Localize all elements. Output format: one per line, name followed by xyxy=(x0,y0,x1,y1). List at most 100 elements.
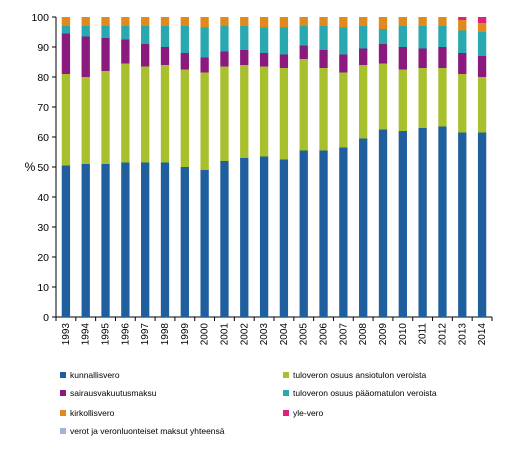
bar-segment xyxy=(61,74,71,166)
bar-segment xyxy=(339,27,348,55)
bar-segment xyxy=(101,71,110,164)
bar-segment xyxy=(61,17,71,26)
x-tick-label: 1998 xyxy=(160,323,171,346)
bar-segment xyxy=(458,132,467,317)
bar-segment xyxy=(398,69,407,131)
bar-segment xyxy=(121,162,130,317)
y-tick-label: 10 xyxy=(37,282,49,294)
bar-segment xyxy=(398,17,407,26)
bar-segment xyxy=(378,17,388,29)
bar-segment xyxy=(339,54,348,73)
x-tick-label: 1995 xyxy=(101,323,112,346)
bar-segment xyxy=(299,150,308,317)
y-tick-label: 0 xyxy=(43,312,49,324)
bar-segment xyxy=(299,59,308,151)
bar-segment xyxy=(299,26,308,46)
bar-segment xyxy=(81,77,90,164)
bar-segment xyxy=(477,56,487,77)
x-tick-label: 2007 xyxy=(338,323,349,346)
bar-segment xyxy=(121,39,130,64)
bar-segment xyxy=(398,26,407,47)
bar-segment xyxy=(101,17,110,26)
x-tick-label: 2012 xyxy=(437,323,448,346)
bar-segment xyxy=(200,17,209,28)
x-tick-label: 2013 xyxy=(457,323,468,346)
x-tick-label: 2001 xyxy=(219,323,230,346)
bar-segment xyxy=(101,38,110,71)
x-tick-label: 2011 xyxy=(418,323,429,345)
bar-segment xyxy=(61,165,71,317)
bar-segment xyxy=(200,27,209,58)
bar-segment xyxy=(81,26,90,37)
bar-segment xyxy=(418,128,427,317)
bar-segment xyxy=(240,50,249,65)
bar-segment xyxy=(279,27,289,55)
bar-segment xyxy=(438,126,447,317)
bar-segment xyxy=(81,17,90,26)
bar-segment xyxy=(438,17,447,26)
bar-segment xyxy=(418,17,427,26)
bar-segment xyxy=(259,66,269,157)
bar-segment xyxy=(299,45,308,59)
bar-segment xyxy=(279,68,289,160)
bar-segment xyxy=(61,33,71,74)
bar-segment xyxy=(240,158,249,317)
bar-segment xyxy=(200,72,209,170)
y-tick-label: 30 xyxy=(37,222,49,234)
bar-segment xyxy=(339,147,348,317)
bar-segment xyxy=(259,53,269,67)
bar-segment xyxy=(180,26,189,53)
bar-segment xyxy=(61,26,71,34)
bar-segment xyxy=(398,47,407,70)
x-tick-label: 1999 xyxy=(180,323,191,346)
bar-segment xyxy=(378,29,388,44)
bar-segment xyxy=(378,129,388,317)
bar-segment xyxy=(359,26,368,49)
bar-segment xyxy=(418,26,427,49)
y-tick-label: 20 xyxy=(37,252,49,264)
y-tick-label: 50 xyxy=(37,162,49,174)
bar-segment xyxy=(180,69,189,167)
bar-segment xyxy=(378,44,388,64)
y-tick-label: 40 xyxy=(37,192,49,204)
x-tick-label: 2003 xyxy=(259,323,270,346)
bar-segment xyxy=(160,162,170,317)
bar-segment xyxy=(458,17,467,20)
bar-segment xyxy=(121,26,130,40)
bar-segment xyxy=(259,156,269,317)
bar-segment xyxy=(438,26,447,47)
bar-segment xyxy=(378,63,388,130)
bar-segment xyxy=(359,65,368,139)
x-tick-label: 1994 xyxy=(81,323,92,346)
x-tick-label: 2008 xyxy=(358,323,369,346)
x-tick-label: 2009 xyxy=(378,323,389,346)
y-tick-label: 80 xyxy=(37,72,49,84)
bar-segment xyxy=(240,17,249,26)
bar-segment xyxy=(160,26,170,47)
x-tick-label: 2004 xyxy=(279,323,290,346)
bar-segment xyxy=(398,131,407,317)
bar-segment xyxy=(220,17,229,26)
bar-segment xyxy=(319,17,328,26)
bar-segment xyxy=(121,63,130,163)
bar-segment xyxy=(101,26,110,38)
bar-segment xyxy=(299,17,308,26)
x-tick-label: 2000 xyxy=(200,323,211,346)
bar-segment xyxy=(240,65,249,158)
x-tick-label: 1997 xyxy=(140,323,151,346)
bar-segment xyxy=(160,65,170,163)
bar-segment xyxy=(477,132,487,317)
bar-segment xyxy=(141,162,150,317)
bar-segment xyxy=(477,23,487,32)
bar-segment xyxy=(438,68,447,127)
bar-segment xyxy=(458,20,467,31)
bar-segment xyxy=(458,74,467,133)
x-tick-label: 2014 xyxy=(477,323,488,346)
bar-segment xyxy=(160,17,170,26)
bar-segment xyxy=(339,72,348,148)
bar-segment xyxy=(279,159,289,317)
bar-segment xyxy=(458,30,467,53)
bar-segment xyxy=(319,150,328,317)
bar-segment xyxy=(180,17,189,26)
